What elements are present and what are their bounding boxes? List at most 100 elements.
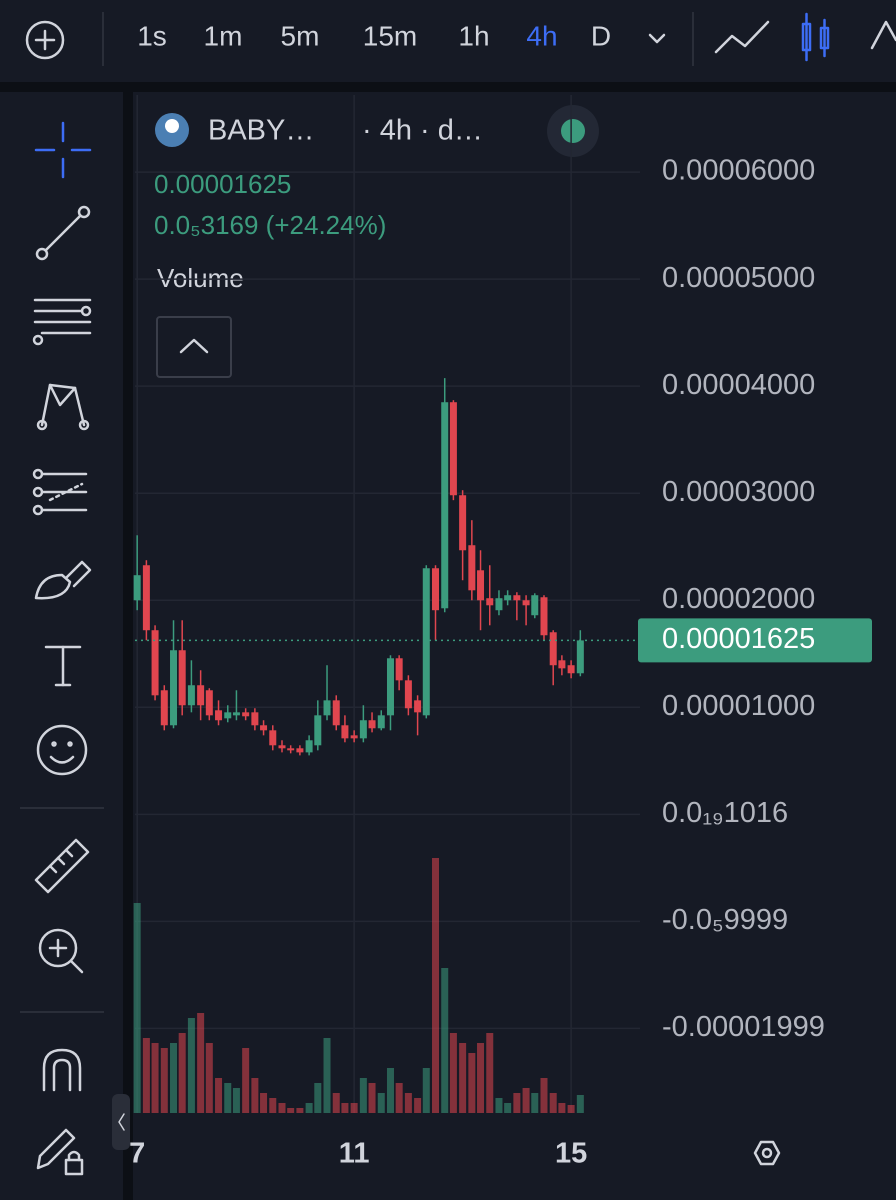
candle-body xyxy=(531,595,539,616)
volume-bar xyxy=(432,858,440,1113)
collapse-tab[interactable] xyxy=(112,1094,130,1150)
volume-bar xyxy=(251,1078,259,1113)
volume-bar xyxy=(386,1068,394,1113)
zoom-tool[interactable] xyxy=(38,928,84,974)
y-tick-label: 0.00006000 xyxy=(662,155,815,187)
symbol-interval: · 4h · d… xyxy=(362,115,483,147)
candle-body xyxy=(160,690,168,726)
candle-body xyxy=(341,725,349,739)
timeframe[interactable]: 15m xyxy=(363,20,417,51)
timeframe[interactable]: D xyxy=(591,20,611,51)
ruler-tool[interactable] xyxy=(34,838,90,894)
volume-bar xyxy=(368,1083,376,1113)
forecast-tool[interactable] xyxy=(32,468,88,516)
line-chart-icon[interactable] xyxy=(714,20,770,54)
candle-body xyxy=(260,725,268,731)
volume-bar xyxy=(504,1103,512,1113)
volume-bar xyxy=(531,1093,539,1113)
candle-body xyxy=(251,712,259,726)
more-icon[interactable] xyxy=(870,20,896,50)
candle-body xyxy=(468,545,476,591)
candle-body xyxy=(449,402,457,496)
lock-drawings-tool[interactable] xyxy=(36,1128,84,1176)
trend-line-tool[interactable] xyxy=(35,205,91,261)
x-tick-label: 7 xyxy=(129,1138,145,1170)
candle-body xyxy=(205,690,213,716)
volume-bar xyxy=(468,1053,476,1113)
candle-body xyxy=(314,715,322,746)
candle-body xyxy=(242,712,250,717)
candle-chart-icon[interactable] xyxy=(801,12,830,62)
timeframe[interactable]: 5m xyxy=(281,20,320,51)
candle-body xyxy=(287,748,295,751)
candle-body xyxy=(576,640,584,674)
market-status xyxy=(561,119,585,143)
volume-bar xyxy=(232,1088,240,1113)
more-timeframes[interactable] xyxy=(648,33,666,44)
candle-body xyxy=(432,568,440,611)
text-tool[interactable] xyxy=(44,645,82,687)
volume-bar xyxy=(187,1018,195,1113)
candle-body xyxy=(567,665,575,674)
timeframe[interactable]: 1m xyxy=(204,20,243,51)
candle-body xyxy=(133,575,141,601)
volume-bar xyxy=(133,903,141,1113)
volume-bar xyxy=(323,1038,331,1113)
y-tick-label: -0.00001999 xyxy=(662,1011,825,1043)
candle-body xyxy=(495,598,503,611)
volume-legend: Volume xyxy=(157,263,244,293)
magnet-tool[interactable] xyxy=(42,1048,82,1092)
volume-bar xyxy=(449,1033,457,1113)
y-tick-label: 0.00005000 xyxy=(662,262,815,294)
candle-body xyxy=(504,595,512,601)
last-price-box xyxy=(638,618,872,663)
timeframe[interactable]: 4h xyxy=(526,20,557,51)
candle-body xyxy=(549,632,557,666)
volume-bar xyxy=(170,1043,178,1113)
timeframe[interactable]: 1s xyxy=(137,20,167,51)
settings-button[interactable] xyxy=(753,1140,781,1166)
volume-bar xyxy=(459,1043,467,1113)
fib-tool[interactable] xyxy=(32,298,92,346)
collapse-legend-button[interactable] xyxy=(156,316,232,378)
brush-tool[interactable] xyxy=(34,560,92,600)
timeframe[interactable]: 1h xyxy=(458,20,489,51)
legend-change: 0.0₅3169 (+24.24%) xyxy=(154,210,386,240)
top-toolbar xyxy=(0,0,896,82)
symbol-name[interactable]: BABY… xyxy=(208,115,314,147)
volume-bar xyxy=(350,1103,358,1113)
candle-body xyxy=(404,680,412,709)
candle-body xyxy=(350,735,358,739)
volume-bar xyxy=(242,1048,250,1113)
volume-bar xyxy=(314,1083,322,1113)
add-button[interactable] xyxy=(25,20,65,60)
volume-bar xyxy=(522,1088,530,1113)
volume-bar xyxy=(422,1068,430,1113)
volume-bar xyxy=(142,1038,150,1113)
volume-bar xyxy=(495,1098,503,1113)
collapse-arrow xyxy=(118,1113,125,1131)
volume-bar xyxy=(260,1093,268,1113)
pattern-tool[interactable] xyxy=(36,383,90,431)
crosshair-tool[interactable] xyxy=(34,121,92,179)
volume-bar xyxy=(269,1098,277,1113)
volume-bar xyxy=(441,968,449,1113)
y-tick-label: -0.0₅9999 xyxy=(662,904,788,936)
candle-body xyxy=(486,598,494,606)
volume-bar xyxy=(341,1103,349,1113)
candle-body xyxy=(187,685,195,706)
y-tick-label: 0.00001000 xyxy=(662,690,815,722)
candle-body xyxy=(232,712,240,716)
volume-bar xyxy=(332,1093,340,1113)
volume-bar xyxy=(414,1098,422,1113)
candle-body xyxy=(522,600,530,606)
volume-bar xyxy=(477,1043,485,1113)
emoji-tool[interactable] xyxy=(36,724,88,776)
volume-bar xyxy=(359,1078,367,1113)
volume-bar xyxy=(404,1093,412,1113)
volume-bar xyxy=(296,1108,304,1113)
token-avatar-detail xyxy=(165,119,179,133)
volume-bar xyxy=(197,1013,205,1113)
volume-bar xyxy=(558,1103,566,1113)
